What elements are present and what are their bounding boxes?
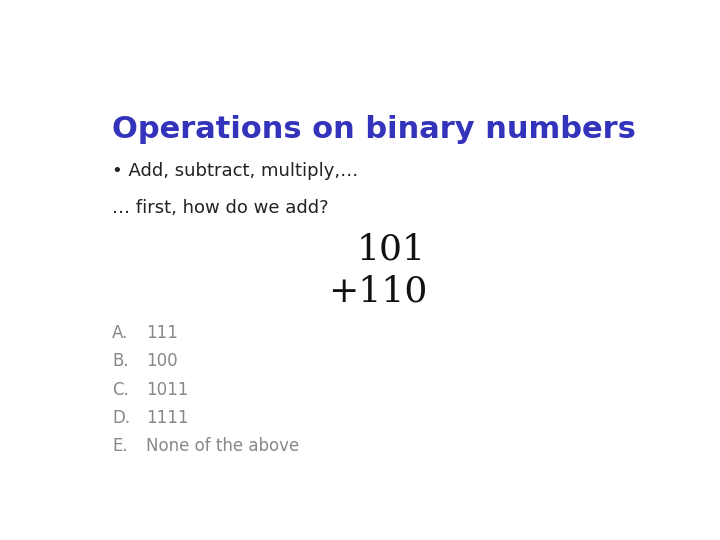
Text: C.: C. — [112, 381, 129, 399]
Text: E.: E. — [112, 437, 128, 455]
Text: 111: 111 — [145, 324, 178, 342]
Text: 100: 100 — [145, 352, 177, 370]
Text: … first, how do we add?: … first, how do we add? — [112, 199, 329, 217]
Text: • Add, subtract, multiply,…: • Add, subtract, multiply,… — [112, 162, 359, 180]
Text: Operations on binary numbers: Operations on binary numbers — [112, 114, 636, 144]
Text: A.: A. — [112, 324, 129, 342]
Text: 101: 101 — [357, 233, 426, 267]
Text: None of the above: None of the above — [145, 437, 299, 455]
Text: 1111: 1111 — [145, 409, 189, 427]
Text: +110: +110 — [328, 274, 427, 308]
Text: 1011: 1011 — [145, 381, 188, 399]
Text: D.: D. — [112, 409, 130, 427]
Text: B.: B. — [112, 352, 129, 370]
